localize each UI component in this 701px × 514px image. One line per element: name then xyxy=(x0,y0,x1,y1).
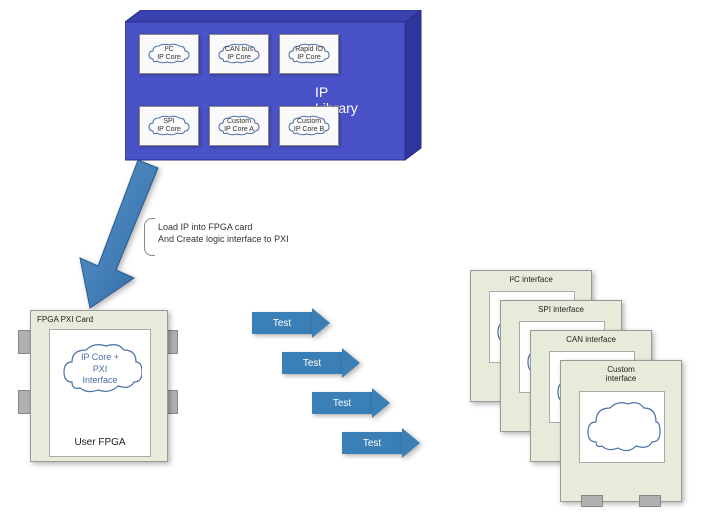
ipcore-custom-a: CustomIP Core A xyxy=(209,106,269,146)
ipcore-can: CAN busIP Core xyxy=(209,34,269,74)
test-arrow-3: Test xyxy=(312,388,390,418)
pxi-title: FPGA PXI Card xyxy=(37,315,93,324)
fpga-pxi-card: FPGA PXI Card IP Core + PXI Interface Us… xyxy=(18,310,178,460)
pxi-core-text: IP Core + PXI Interface xyxy=(50,352,150,387)
ipcore-rapidio: Rapid IOIP Core xyxy=(279,34,339,74)
test-arrow-4: Test xyxy=(342,428,420,458)
info-text: Load IP into FPGA card And Create logic … xyxy=(158,222,289,245)
info-bracket xyxy=(144,218,155,256)
ipcore-custom-b: CustomIP Core B xyxy=(279,106,339,146)
iface-custom: Custominterface xyxy=(560,360,682,502)
test-arrow-1: Test xyxy=(252,308,330,338)
test-arrow-2: Test xyxy=(282,348,360,378)
ipcore-spi: SPIIP Core xyxy=(139,106,199,146)
ipcore-i2c: I²CIP Core xyxy=(139,34,199,74)
user-fpga-label: User FPGA xyxy=(50,437,150,448)
